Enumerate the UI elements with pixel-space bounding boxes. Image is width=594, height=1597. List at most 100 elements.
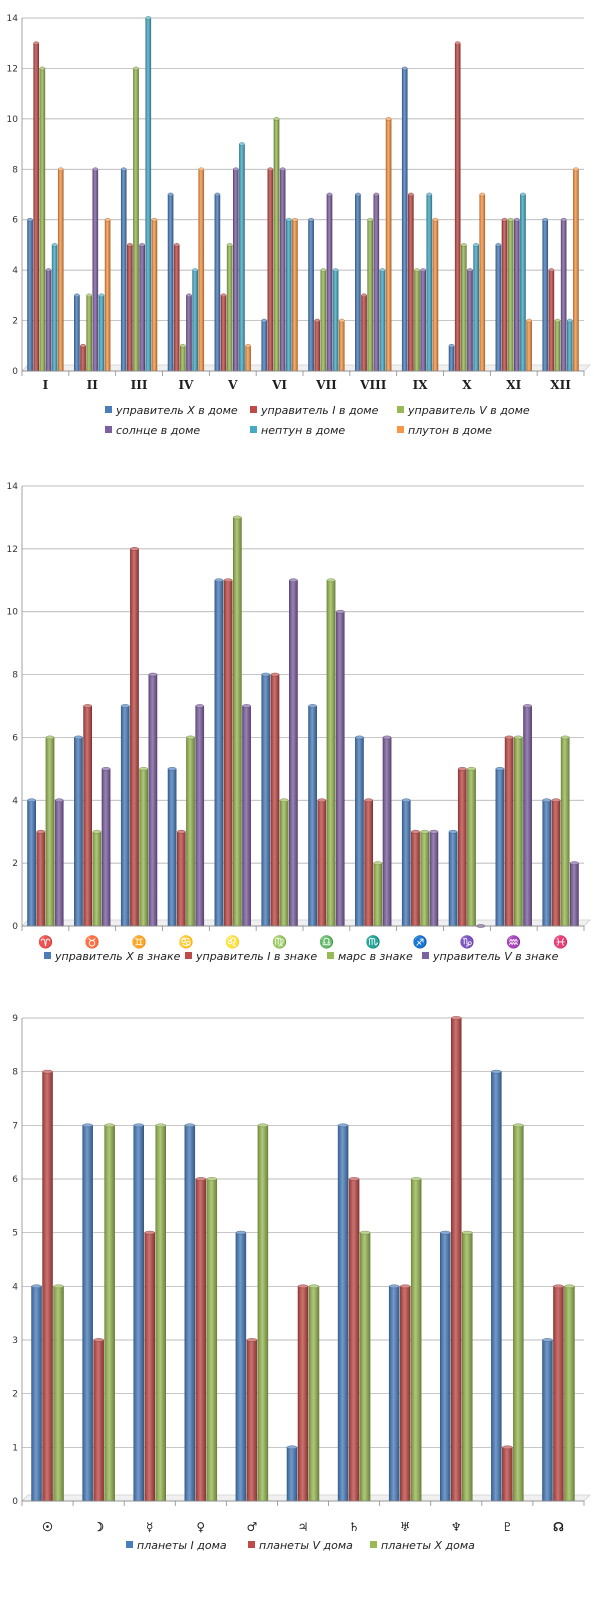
x-tick-label: VI bbox=[271, 378, 287, 392]
x-tick-label: ♎ bbox=[319, 935, 334, 949]
bar bbox=[101, 767, 111, 927]
bar bbox=[214, 192, 221, 372]
bar bbox=[355, 192, 361, 372]
bar bbox=[246, 1338, 258, 1502]
bar bbox=[144, 1230, 155, 1502]
bar bbox=[337, 1123, 349, 1502]
legend-swatch bbox=[126, 1541, 133, 1548]
x-tick-label: ♅ bbox=[400, 1520, 411, 1534]
bar bbox=[261, 672, 271, 927]
bar bbox=[198, 167, 205, 372]
bar bbox=[504, 735, 514, 927]
bar bbox=[148, 672, 158, 927]
bar bbox=[326, 192, 333, 372]
bar bbox=[36, 829, 46, 927]
bar bbox=[507, 217, 514, 372]
bar bbox=[51, 243, 58, 372]
bar bbox=[501, 217, 508, 372]
x-tick-label: III bbox=[131, 378, 148, 392]
legend-entry: управитель V в доме bbox=[397, 404, 530, 417]
bar bbox=[523, 704, 532, 927]
x-tick-label: VIII bbox=[359, 378, 387, 392]
x-tick-label: VII bbox=[315, 378, 337, 392]
x-tick-label: ♆ bbox=[451, 1520, 462, 1534]
legend-label: управитель X в знаке bbox=[54, 950, 181, 963]
bar bbox=[120, 704, 130, 927]
bar bbox=[564, 1284, 575, 1502]
x-tick-label: ♑ bbox=[459, 935, 474, 949]
bar bbox=[83, 704, 92, 927]
bar bbox=[373, 861, 383, 927]
bar bbox=[454, 41, 461, 372]
bar bbox=[348, 1177, 360, 1502]
legend-swatch bbox=[250, 426, 257, 433]
legend-swatch bbox=[397, 406, 404, 413]
x-tick-label: X bbox=[462, 378, 472, 392]
bar bbox=[74, 293, 80, 372]
y-tick-label: 2 bbox=[12, 317, 18, 327]
bar bbox=[554, 318, 561, 372]
bar bbox=[410, 1177, 422, 1502]
bar bbox=[285, 217, 292, 372]
bar bbox=[542, 217, 549, 372]
legend-label: управитель V в доме bbox=[407, 404, 530, 417]
y-tick-label: 8 bbox=[12, 165, 18, 175]
bar bbox=[104, 1123, 115, 1502]
bar bbox=[31, 1284, 42, 1502]
x-tick-label: V bbox=[227, 378, 238, 392]
x-tick-label: ♋ bbox=[178, 935, 193, 949]
bar bbox=[286, 1445, 298, 1502]
legend-label: управитель V в знаке bbox=[432, 950, 559, 963]
bar bbox=[308, 217, 314, 372]
bar bbox=[257, 1123, 269, 1502]
x-tick-label: IX bbox=[413, 378, 429, 392]
bar bbox=[120, 167, 127, 372]
y-tick-label: 2 bbox=[12, 1390, 18, 1400]
bar bbox=[570, 861, 579, 927]
legend-entry: управитель V в знаке bbox=[422, 950, 559, 963]
bar bbox=[502, 1445, 513, 1502]
bar bbox=[411, 829, 420, 927]
y-tick-label: 0 bbox=[12, 922, 18, 932]
bar bbox=[526, 318, 532, 372]
bar bbox=[448, 343, 455, 372]
bar bbox=[239, 142, 245, 372]
bar bbox=[98, 293, 105, 372]
bar bbox=[104, 217, 111, 372]
bar bbox=[479, 192, 486, 372]
y-tick-label: 0 bbox=[12, 1497, 18, 1507]
y-tick-label: 9 bbox=[12, 1014, 18, 1024]
bar bbox=[57, 167, 64, 372]
x-tick-label: ♈ bbox=[38, 935, 53, 949]
bar bbox=[308, 704, 317, 927]
bar bbox=[133, 66, 139, 372]
bar bbox=[448, 829, 458, 927]
legend-entry: нептун в доме bbox=[250, 424, 345, 437]
y-tick-label: 12 bbox=[7, 545, 18, 555]
bar bbox=[467, 767, 476, 927]
x-tick-label: ♀ bbox=[196, 1520, 205, 1534]
chart-planets: 0 1 2 3 4 5 6 7 8 9 ☉ ☽ ☿ ♀ ♂ ♃ ♄ ♅ ♆ ♇ ☊ планеты I дома плане… bbox=[12, 1014, 591, 1552]
x-tick-label: XII bbox=[550, 378, 571, 392]
bar bbox=[355, 735, 364, 927]
bar bbox=[233, 167, 239, 372]
x-tick-label: ♏ bbox=[366, 935, 381, 949]
bar bbox=[273, 117, 280, 372]
bar bbox=[151, 217, 158, 372]
x-tick-label: ♂ bbox=[247, 1520, 258, 1534]
legend-swatch bbox=[248, 1541, 255, 1548]
bar bbox=[364, 798, 373, 927]
bar bbox=[388, 1284, 400, 1502]
legend-swatch bbox=[185, 952, 192, 959]
y-tick-label: 1 bbox=[12, 1443, 18, 1453]
bar bbox=[220, 293, 227, 372]
bar bbox=[206, 1177, 218, 1502]
bar bbox=[401, 66, 408, 372]
legend-label: управитель I в доме bbox=[260, 404, 379, 417]
y-tick-label: 12 bbox=[7, 64, 18, 74]
bar bbox=[513, 1123, 524, 1502]
x-tick-label: ♒ bbox=[506, 935, 521, 949]
bar bbox=[359, 1230, 371, 1502]
bar bbox=[548, 268, 555, 372]
